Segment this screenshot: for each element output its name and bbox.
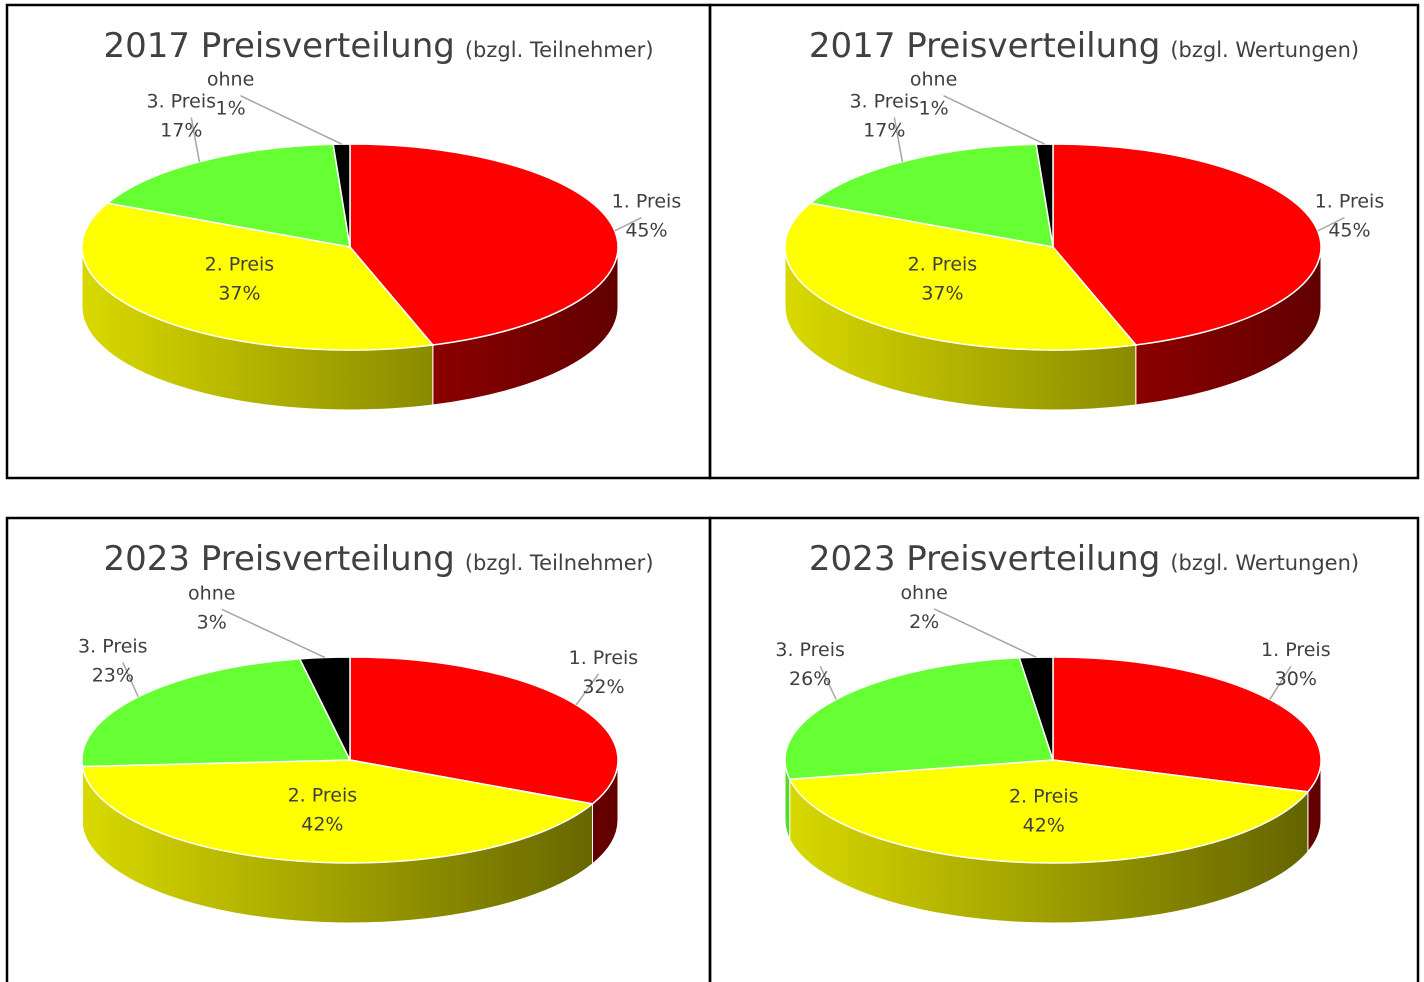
category-label: 3. Preis <box>775 639 845 661</box>
leader-line <box>933 608 1037 658</box>
category-label: 1. Preis <box>1261 639 1331 661</box>
leader-line <box>190 117 201 162</box>
category-label: 2. Preis <box>908 253 978 275</box>
pie-tops <box>81 143 619 351</box>
leader-line <box>943 95 1045 145</box>
labels: 1. Preis 30% 2. Preis 42% 3. Preis 26% ohne 2% <box>775 582 1330 837</box>
chart: 2023 Preisverteilung (bzgl. Teilnehmer) 1.… <box>5 516 712 982</box>
leader-line <box>819 665 837 700</box>
value-label: 37% <box>921 282 963 304</box>
value-label: 1% <box>918 98 948 120</box>
value-label: 26% <box>789 668 831 690</box>
value-label: 17% <box>863 119 905 141</box>
category-label: 3. Preis <box>147 90 217 112</box>
leader-line <box>221 608 326 659</box>
slice <box>105 143 351 248</box>
chart-title: 2023 Preisverteilung (bzgl. Wertungen) <box>809 539 1359 579</box>
title-main: 2023 Preisverteilung <box>103 539 454 579</box>
chart-title: 2023 Preisverteilung (bzgl. Teilnehmer) <box>103 539 653 579</box>
category-label: ohne <box>900 582 947 604</box>
labels: 1. Preis 32% 2. Preis 42% 3. Preis 23% ohne 3% <box>78 582 638 835</box>
category-label: ohne <box>207 69 254 91</box>
slice <box>349 656 619 805</box>
pie-tops <box>784 656 1322 864</box>
leader-line <box>614 216 642 232</box>
title-main: 2017 Preisverteilung <box>103 26 454 66</box>
slice <box>784 202 1138 351</box>
category-label: ohne <box>910 69 957 91</box>
value-label: 23% <box>92 664 134 686</box>
labels: 1. Preis 45% 2. Preis 37% 3. Preis 17% ohne 1% <box>850 69 1385 305</box>
value-label: 37% <box>218 282 260 304</box>
category-label: 2. Preis <box>288 785 358 807</box>
value-label: 45% <box>1328 220 1370 242</box>
slice <box>1052 656 1322 793</box>
value-label: 2% <box>909 611 939 633</box>
leader-line <box>240 95 342 145</box>
subtitle: (bzgl. Teilnehmer) <box>465 551 654 575</box>
pie-tops <box>81 656 619 864</box>
category-label: 2. Preis <box>205 253 275 275</box>
slice <box>298 656 351 761</box>
value-label: 42% <box>1023 815 1065 837</box>
value-label: 1% <box>215 98 245 120</box>
chart-title: 2017 Preisverteilung (bzgl. Teilnehmer) <box>103 26 653 66</box>
leader-line <box>893 117 904 162</box>
value-label: 3% <box>197 611 227 633</box>
category-label: 1. Preis <box>569 647 639 669</box>
category-label: ohne <box>188 582 235 604</box>
category-label: 3. Preis <box>850 90 920 112</box>
chart-title: 2017 Preisverteilung (bzgl. Wertungen) <box>809 26 1359 66</box>
chart: 2023 Preisverteilung (bzgl. Wertungen) 1. … <box>708 516 1420 982</box>
leader-line <box>575 673 600 706</box>
slice <box>81 759 595 864</box>
pie-tops <box>784 143 1322 351</box>
value-label: 32% <box>582 676 624 698</box>
value-label: 17% <box>160 119 202 141</box>
slice <box>81 202 435 351</box>
slice <box>808 143 1054 248</box>
value-label: 30% <box>1275 668 1317 690</box>
side-face <box>81 759 84 827</box>
slice <box>81 658 352 768</box>
category-label: 2. Preis <box>1009 786 1079 808</box>
leader-line <box>1269 665 1292 700</box>
slice <box>788 759 1310 864</box>
labels: 1. Preis 45% 2. Preis 37% 3. Preis 17% ohne 1% <box>147 69 682 305</box>
subtitle: (bzgl. Wertungen) <box>1170 38 1359 62</box>
pie-sides <box>784 759 1322 924</box>
title-main: 2017 Preisverteilung <box>809 26 1160 66</box>
chart: 2017 Preisverteilung (bzgl. Wertungen) 1. … <box>708 3 1420 480</box>
slice-side <box>81 759 84 827</box>
value-label: 45% <box>625 220 667 242</box>
leader-line <box>1317 216 1345 232</box>
subtitle: (bzgl. Teilnehmer) <box>465 38 654 62</box>
category-label: 1. Preis <box>612 191 682 213</box>
slice <box>784 657 1055 781</box>
value-label: 42% <box>301 814 343 836</box>
leader-line <box>122 662 139 698</box>
category-label: 1. Preis <box>1315 191 1385 213</box>
panel-border <box>708 516 1420 982</box>
chart: 2017 Preisverteilung (bzgl. Teilnehmer) 1.… <box>5 3 712 480</box>
category-label: 3. Preis <box>78 635 148 657</box>
subtitle: (bzgl. Wertungen) <box>1170 551 1359 575</box>
title-main: 2023 Preisverteilung <box>809 539 1160 579</box>
panel-border <box>708 3 1420 480</box>
